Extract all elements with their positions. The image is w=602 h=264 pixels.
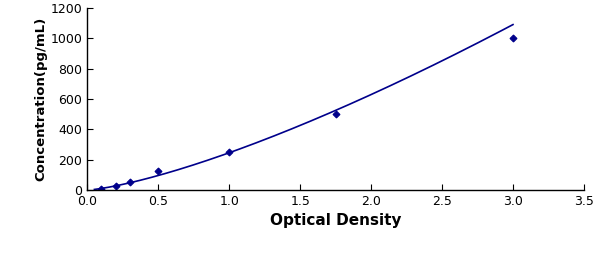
- Y-axis label: Concentration(pg/mL): Concentration(pg/mL): [35, 17, 48, 181]
- X-axis label: Optical Density: Optical Density: [270, 214, 402, 229]
